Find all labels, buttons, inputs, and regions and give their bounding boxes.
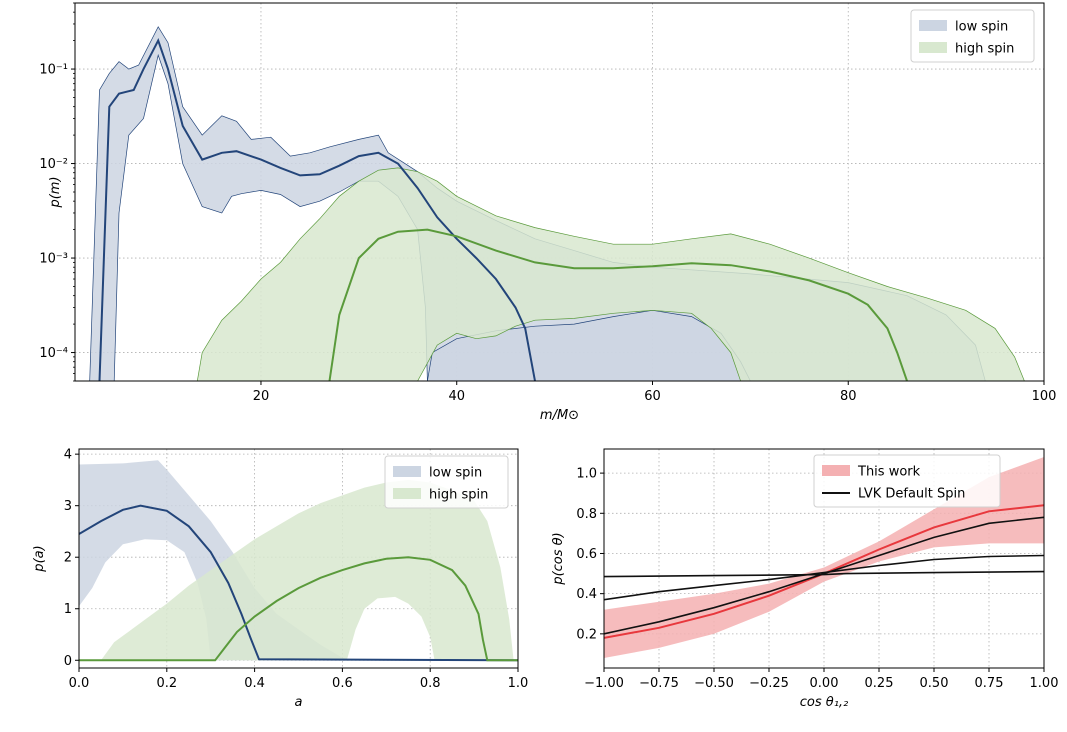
y-tick-label: 10⁻⁴ [39, 346, 68, 361]
x-tick-label: −1.00 [584, 676, 624, 691]
x-axis-label: cos θ₁,₂ [800, 695, 849, 710]
legend: low spin high spin [910, 9, 1035, 63]
x-tick-label: 1.00 [1030, 676, 1059, 691]
x-tick-label: 0.75 [975, 676, 1004, 691]
x-tick-label: 0.4 [244, 676, 265, 691]
median-line-low-spin [98, 38, 536, 381]
x-tick-label: 0.25 [865, 676, 894, 691]
line-LVK-Default-Spin-1 [604, 554, 1044, 601]
y-tick-label: 10⁻³ [39, 252, 68, 267]
x-tick-label: 0.0 [69, 676, 90, 691]
median-line-low-spin [79, 504, 518, 662]
y-tick-label: 2 [64, 551, 72, 566]
y-tick-label: 1 [64, 602, 72, 617]
y-axis-label: p(a) [32, 545, 47, 572]
chart-panel-1: 0.0 0.2 0.4 0.6 0.8 1.0 0 1 2 3 4 a p(a) low spin high… [32, 448, 528, 710]
y-axis-label: p(m) [48, 176, 63, 208]
x-tick-label: −0.75 [639, 676, 679, 691]
chart-panel-2: −1.00 −0.75 −0.50 −0.25 0.00 0.25 0.50 0.75 1.00… [551, 448, 1059, 710]
median-line-high-spin [328, 228, 908, 381]
axes-frame [78, 448, 519, 669]
y-tick-label: 1.0 [576, 467, 597, 482]
plot-area [89, 26, 1025, 381]
x-tick-label: −0.50 [694, 676, 734, 691]
x-axis-label: m/M⊙ [540, 408, 579, 423]
legend-swatch [393, 466, 421, 477]
line-LVK-Default-Spin-0 [604, 516, 1044, 635]
y-tick-label: 0.4 [576, 587, 597, 602]
y-tick-label: 4 [64, 448, 72, 463]
legend-label: low spin [429, 466, 482, 481]
legend: low spin high spin [384, 455, 509, 509]
legend-label: LVK Default Spin [858, 487, 965, 502]
x-tick-label: 100 [1032, 389, 1057, 404]
chart-panel-0: 20 40 60 80 100 10⁻⁴ 10⁻³ 10⁻² 10⁻¹ m/M⊙ p(m) low s… [39, 2, 1057, 423]
x-tick-label: 40 [448, 389, 465, 404]
legend-box [813, 454, 1001, 508]
legend: This work LVK Default Spin [813, 454, 1001, 508]
band-high-spin [101, 479, 514, 661]
x-tick-label: 0.00 [810, 676, 839, 691]
y-tick-label: 10⁻² [39, 157, 68, 172]
y-tick-label: 0.2 [576, 627, 597, 642]
x-tick-label: 0.2 [156, 676, 177, 691]
legend-label: low spin [955, 20, 1008, 35]
x-tick-label: 0.50 [920, 676, 949, 691]
y-tick-label: 0.8 [576, 507, 597, 522]
y-tick-label: 3 [64, 499, 72, 514]
x-tick-label: 0.6 [332, 676, 353, 691]
legend-label: high spin [429, 488, 488, 503]
legend-label: high spin [955, 42, 1014, 57]
x-tick-label: 60 [644, 389, 661, 404]
y-axis-label: p(cos θ) [551, 532, 566, 585]
y-tick-label: 10⁻¹ [39, 63, 68, 78]
legend-label: This work [857, 465, 921, 480]
x-tick-label: −0.25 [749, 676, 789, 691]
y-tick-label: 0 [64, 654, 72, 669]
x-tick-label: 1.0 [508, 676, 529, 691]
plot-area [604, 457, 1044, 658]
legend-swatch [919, 20, 947, 31]
legend-swatch [822, 465, 850, 476]
legend-swatch [393, 488, 421, 499]
y-tick-label: 0.6 [576, 547, 597, 562]
x-tick-label: 80 [840, 389, 857, 404]
band-high-spin [196, 167, 1025, 381]
median-line-high-spin [79, 556, 518, 662]
x-tick-label: 20 [253, 389, 270, 404]
x-tick-label: 0.8 [420, 676, 441, 691]
x-axis-label: a [295, 695, 303, 710]
line-LVK-Default-Spin-2 [604, 570, 1044, 578]
plot-area [79, 460, 518, 662]
legend-swatch [919, 42, 947, 53]
